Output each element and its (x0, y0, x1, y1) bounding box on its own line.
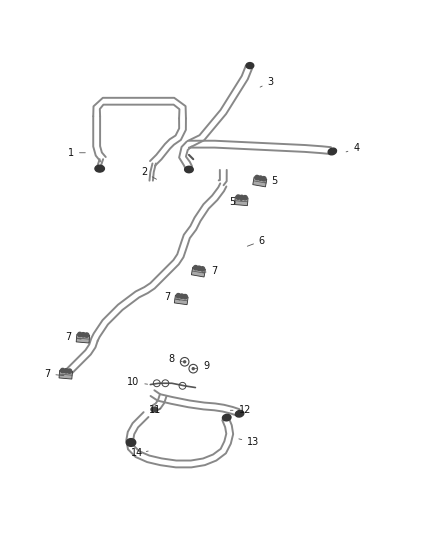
Text: 12: 12 (230, 405, 251, 415)
Ellipse shape (95, 165, 104, 172)
Text: 13: 13 (239, 438, 259, 448)
Bar (59, 370, 73, 379)
Ellipse shape (328, 148, 336, 155)
Text: 1: 1 (68, 148, 85, 158)
Circle shape (194, 265, 198, 270)
Bar (191, 267, 205, 277)
Text: 5: 5 (265, 176, 278, 185)
Circle shape (258, 176, 263, 180)
Text: 11: 11 (148, 405, 161, 415)
Ellipse shape (185, 166, 193, 173)
Circle shape (64, 369, 68, 373)
Text: 2: 2 (141, 167, 156, 179)
Circle shape (191, 367, 195, 370)
Circle shape (183, 360, 187, 364)
Ellipse shape (223, 414, 231, 421)
Bar (253, 177, 267, 187)
Circle shape (240, 195, 244, 199)
Circle shape (261, 176, 266, 181)
Circle shape (85, 333, 89, 337)
Bar (76, 334, 90, 343)
Circle shape (78, 332, 82, 337)
Circle shape (180, 294, 184, 298)
Ellipse shape (126, 439, 136, 446)
Text: 3: 3 (260, 77, 274, 87)
Ellipse shape (246, 62, 254, 69)
Text: 7: 7 (202, 266, 218, 276)
Bar (235, 197, 248, 206)
Text: 7: 7 (164, 292, 180, 302)
Ellipse shape (151, 407, 157, 412)
Text: 9: 9 (195, 361, 209, 371)
Ellipse shape (235, 410, 244, 417)
Circle shape (243, 196, 247, 200)
Text: 6: 6 (247, 236, 265, 246)
Bar (174, 295, 188, 305)
Circle shape (176, 294, 180, 298)
Text: 4: 4 (346, 143, 360, 154)
Text: 5: 5 (229, 197, 242, 207)
Circle shape (236, 195, 240, 199)
Text: 7: 7 (66, 332, 81, 342)
Text: 8: 8 (169, 354, 183, 364)
Circle shape (197, 266, 201, 270)
Circle shape (60, 368, 65, 373)
Text: 14: 14 (131, 448, 148, 458)
Circle shape (183, 295, 187, 299)
Circle shape (255, 175, 259, 180)
Circle shape (81, 333, 85, 337)
Circle shape (67, 369, 72, 373)
Text: 7: 7 (44, 369, 64, 379)
Text: 10: 10 (127, 377, 148, 387)
Circle shape (200, 266, 205, 271)
